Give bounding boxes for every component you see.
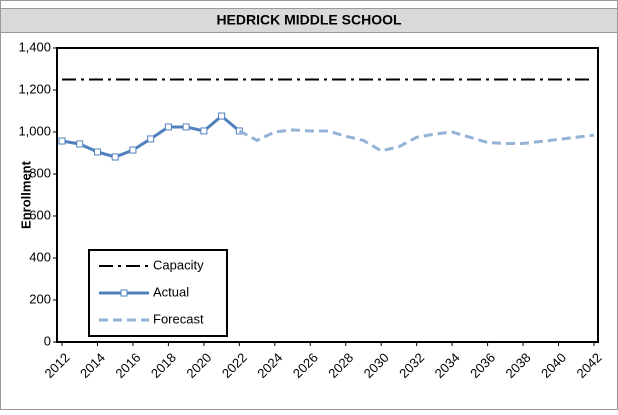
y-tick-label: 800 (29, 165, 51, 180)
data-point (182, 123, 190, 131)
chart-title: HEDRICK MIDDLE SCHOOL (216, 12, 402, 28)
y-tick-label: 1,400 (18, 39, 51, 54)
plot-frame (56, 47, 599, 343)
title-bar (0, 8, 618, 33)
y-tick-label: 1,200 (18, 81, 51, 96)
data-point (111, 153, 119, 161)
series-line (238, 128, 595, 153)
data-point (93, 148, 101, 156)
y-tick-label: 400 (29, 249, 51, 264)
data-point (129, 146, 137, 154)
y-tick-label: 200 (29, 291, 51, 306)
y-axis-label: Enrollment (18, 160, 33, 229)
legend-label: Forecast (153, 311, 204, 326)
data-point (218, 112, 226, 120)
data-point (76, 140, 84, 148)
y-tick-label: 600 (29, 207, 51, 222)
data-point (147, 135, 155, 143)
data-point (200, 127, 208, 135)
data-point (164, 123, 172, 131)
y-tick-label: 0 (44, 333, 51, 348)
legend-label: Actual (153, 284, 189, 299)
data-point (58, 137, 66, 145)
y-tick-label: 1,000 (18, 123, 51, 138)
legend-marker (120, 289, 128, 297)
legend-label: Capacity (153, 257, 204, 272)
